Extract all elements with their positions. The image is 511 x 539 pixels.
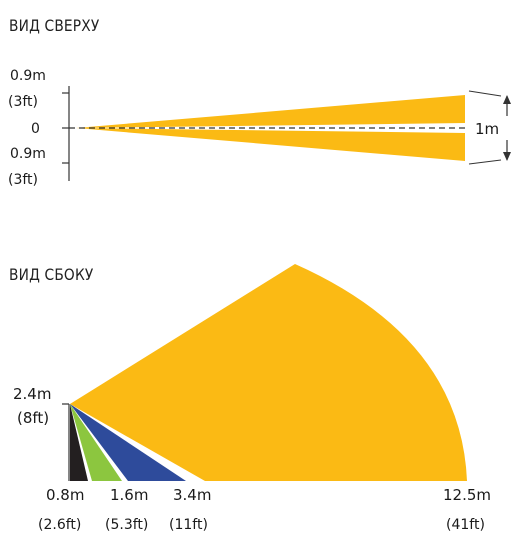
- top-label-center: 0: [31, 121, 40, 137]
- top-view: 0.9m (3ft) 0 0.9m (3ft) 1m: [8, 68, 511, 188]
- top-view-upper-beam: [76, 95, 465, 128]
- top-label-upper-ft: (3ft): [8, 94, 38, 110]
- distance-label-ft-4: (41ft): [446, 517, 485, 533]
- top-view-title: ВИД СВЕРХУ: [9, 16, 100, 35]
- distance-label-ft-3: (11ft): [169, 517, 208, 533]
- side-label-height-ft: (8ft): [17, 409, 49, 427]
- dimension-upper-extension: [468, 90, 502, 97]
- distance-label-m-1: 0.8m: [46, 486, 84, 504]
- side-view: 2.4m (8ft) 0.8m (2.6ft) 1.6m (5.3ft) 3.4…: [13, 264, 491, 533]
- distance-label-ft-2: (5.3ft): [105, 517, 148, 533]
- side-green-zone: [70, 404, 122, 481]
- distance-label-m-3: 3.4m: [173, 486, 211, 504]
- arrow-down-icon: [503, 152, 511, 161]
- arrow-up-icon: [503, 95, 511, 104]
- side-blue-zone: [70, 404, 186, 481]
- distance-label-m-2: 1.6m: [110, 486, 148, 504]
- side-main-zone: [70, 264, 467, 481]
- dimension-lower-extension: [468, 159, 502, 165]
- top-label-lower-m: 0.9m: [10, 146, 46, 162]
- top-label-upper-m: 0.9m: [10, 68, 46, 84]
- top-label-lower-ft: (3ft): [8, 172, 38, 188]
- top-label-width: 1m: [475, 120, 499, 138]
- distance-label-ft-1: (2.6ft): [38, 517, 81, 533]
- side-view-title: ВИД СБОКУ: [9, 265, 94, 284]
- side-label-height-m: 2.4m: [13, 385, 51, 403]
- top-view-lower-beam: [76, 128, 465, 161]
- side-dark-zone: [70, 404, 88, 481]
- distance-label-m-4: 12.5m: [443, 486, 491, 504]
